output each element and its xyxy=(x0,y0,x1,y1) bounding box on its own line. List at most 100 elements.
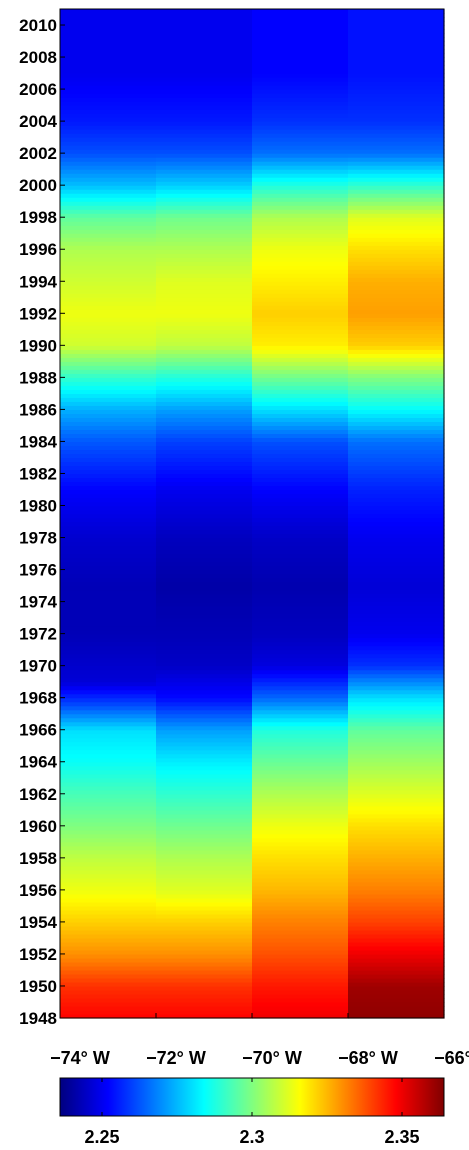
heatmap-cell xyxy=(252,449,349,455)
heatmap-cell xyxy=(348,589,445,595)
heatmap-cell xyxy=(252,609,349,615)
heatmap-cell xyxy=(252,257,349,262)
heatmap-cell xyxy=(156,689,253,695)
heatmap-cell xyxy=(156,181,253,186)
heatmap-cell xyxy=(60,661,157,667)
heatmap-cell xyxy=(252,381,349,386)
heatmap-cell xyxy=(348,585,445,591)
heatmap-cell xyxy=(156,1005,253,1011)
heatmap-cell xyxy=(348,245,445,250)
heatmap-cell xyxy=(60,153,157,158)
heatmap-cell xyxy=(252,281,349,286)
heatmap-cell xyxy=(60,417,157,422)
heatmap-cell xyxy=(252,729,349,735)
heatmap-cell xyxy=(60,657,157,663)
heatmap-cell xyxy=(252,121,349,126)
heatmap-cell xyxy=(252,357,349,362)
heatmap-cell xyxy=(252,717,349,723)
heatmap-cell xyxy=(156,905,253,911)
heatmap-cell xyxy=(60,925,157,931)
heatmap-cell xyxy=(60,245,157,250)
heatmap-cell xyxy=(60,449,157,455)
heatmap-cell xyxy=(156,697,253,703)
heatmap-cell xyxy=(60,853,157,859)
heatmap-cell xyxy=(156,525,253,531)
heatmap-cell xyxy=(156,129,253,134)
heatmap-cell xyxy=(252,621,349,627)
heatmap-cell xyxy=(348,525,445,531)
heatmap-cell xyxy=(156,721,253,727)
heatmap-cell xyxy=(348,641,445,647)
heatmap-cell xyxy=(252,917,349,923)
heatmap-cell xyxy=(348,313,445,318)
heatmap-cell xyxy=(156,765,253,771)
heatmap-cell xyxy=(252,761,349,767)
heatmap-cell xyxy=(348,989,445,995)
heatmap-cell xyxy=(252,341,349,346)
heatmap-cell xyxy=(348,569,445,575)
heatmap-cell xyxy=(156,241,253,246)
heatmap-cell xyxy=(252,681,349,687)
heatmap-cell xyxy=(252,645,349,651)
heatmap-cell xyxy=(252,309,349,314)
heatmap-cell xyxy=(60,233,157,238)
heatmap-cell xyxy=(348,745,445,751)
heatmap-cell xyxy=(60,913,157,919)
heatmap-cell xyxy=(156,501,253,507)
heatmap-cell xyxy=(156,601,253,607)
heatmap-cell xyxy=(156,581,253,587)
heatmap-cell xyxy=(60,989,157,995)
heatmap-cell xyxy=(348,829,445,835)
heatmap-cell xyxy=(60,969,157,975)
heatmap-cell xyxy=(252,793,349,799)
heatmap-cell xyxy=(348,913,445,919)
heatmap-cell xyxy=(252,857,349,863)
heatmap-cell xyxy=(252,885,349,891)
heatmap-cell xyxy=(348,817,445,823)
heatmap-cell xyxy=(60,553,157,559)
heatmap-cell xyxy=(60,157,157,162)
heatmap-cell xyxy=(60,261,157,266)
heatmap-cell xyxy=(156,985,253,991)
heatmap-cell xyxy=(60,601,157,607)
heatmap-cell xyxy=(156,557,253,563)
heatmap-cell xyxy=(252,589,349,595)
heatmap-cell xyxy=(156,777,253,783)
y-tick-label: 2004 xyxy=(19,112,57,131)
heatmap-cell xyxy=(348,181,445,186)
heatmap-cell xyxy=(252,865,349,871)
heatmap-cell xyxy=(156,529,253,535)
heatmap-cell xyxy=(156,357,253,362)
heatmap-cell xyxy=(252,237,349,242)
heatmap-cell xyxy=(156,805,253,811)
heatmap-cell xyxy=(156,153,253,158)
heatmap-cell xyxy=(60,313,157,318)
heatmap-cell xyxy=(156,853,253,859)
heatmap-cell xyxy=(348,521,445,527)
y-tick-label: 1966 xyxy=(19,721,57,740)
heatmap-cell xyxy=(156,937,253,943)
heatmap-cell xyxy=(348,165,445,170)
x-tick-label: −70° W xyxy=(242,1048,302,1068)
heatmap-cell xyxy=(348,949,445,955)
heatmap-cell xyxy=(348,981,445,987)
heatmap-cell xyxy=(252,537,349,543)
heatmap-cell xyxy=(348,477,445,483)
heatmap-cell xyxy=(60,793,157,799)
heatmap-cell xyxy=(252,961,349,967)
heatmap-cell xyxy=(348,853,445,859)
heatmap-cell xyxy=(252,549,349,555)
heatmap-cell xyxy=(60,625,157,631)
heatmap-cell xyxy=(60,941,157,947)
heatmap-cell xyxy=(348,9,445,14)
heatmap-cell xyxy=(60,149,157,154)
heatmap-cell xyxy=(348,1009,445,1015)
heatmap-cell xyxy=(60,217,157,222)
heatmap-cell xyxy=(60,937,157,943)
heatmap-cell xyxy=(60,485,157,491)
heatmap-cell xyxy=(252,97,349,102)
heatmap-cell xyxy=(60,549,157,555)
heatmap-cell xyxy=(252,301,349,306)
heatmap-cell xyxy=(60,389,157,394)
heatmap-cell xyxy=(60,761,157,767)
